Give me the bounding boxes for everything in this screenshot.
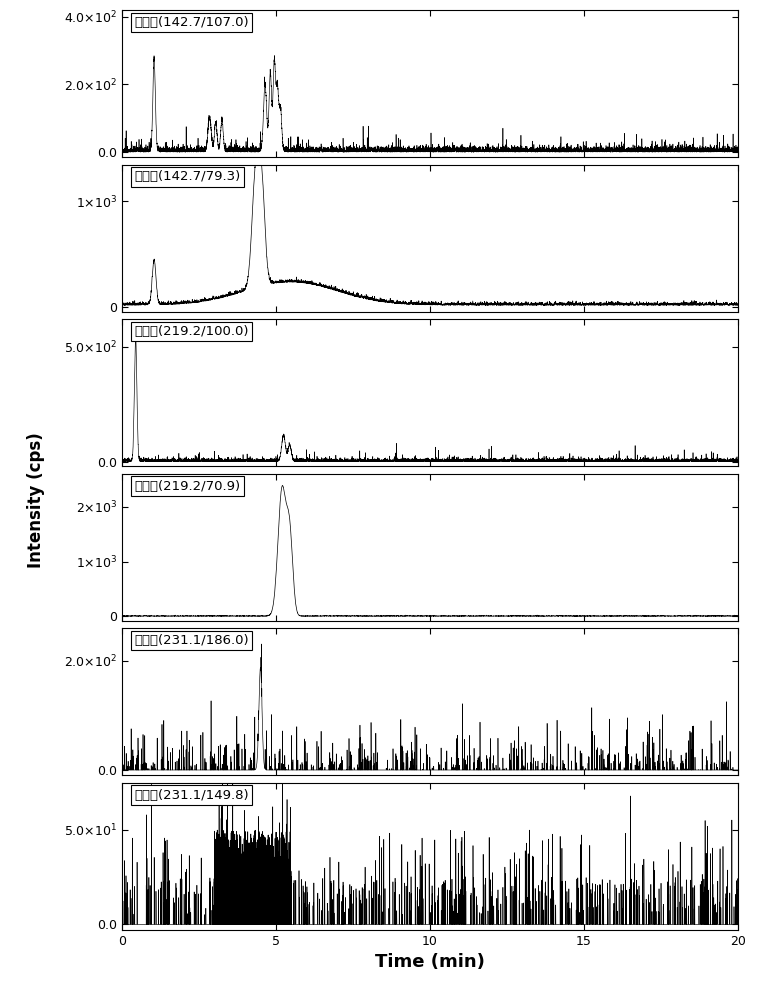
Text: 噎苯隆(219.2/70.9): 噎苯隆(219.2/70.9) (134, 480, 240, 493)
Text: Intensity (cps): Intensity (cps) (27, 432, 45, 568)
Text: 乙烯利(142.7/79.3): 乙烯利(142.7/79.3) (134, 170, 240, 183)
X-axis label: Time (min): Time (min) (375, 953, 485, 971)
Text: 敌草隆(231.1/149.8): 敌草隆(231.1/149.8) (134, 789, 249, 802)
Text: 敌草隆(231.1/186.0): 敌草隆(231.1/186.0) (134, 634, 249, 647)
Text: 乙烯利(142.7/107.0): 乙烯利(142.7/107.0) (134, 16, 249, 29)
Text: 噎苯隆(219.2/100.0): 噎苯隆(219.2/100.0) (134, 325, 249, 338)
